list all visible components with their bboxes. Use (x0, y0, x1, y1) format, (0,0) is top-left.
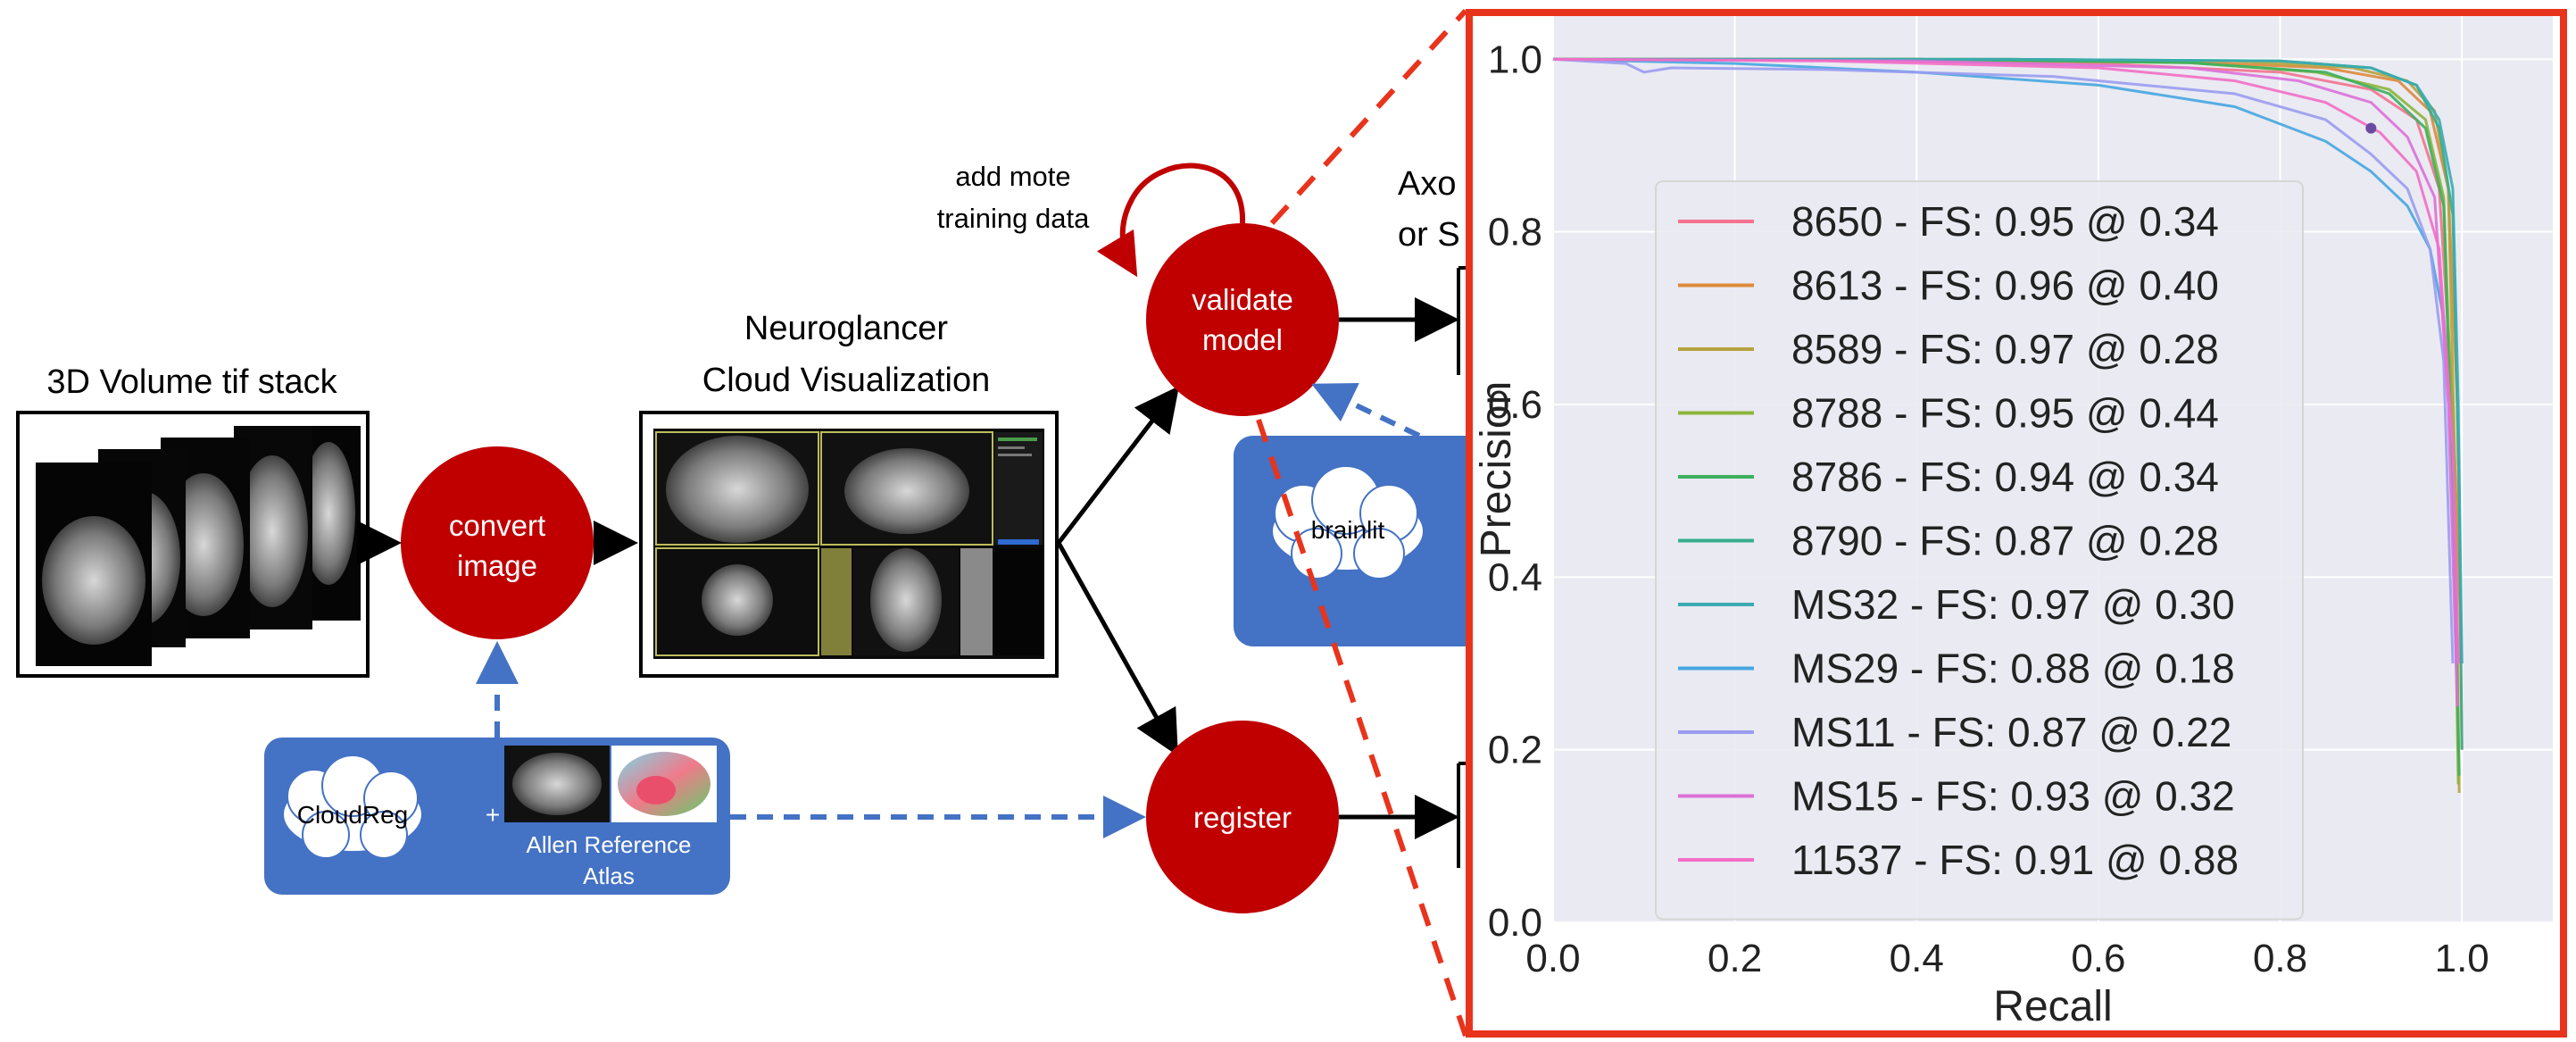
pr-chart-panel: 8650 - FS: 0.95 @ 0.34 8613 - FS: 0.96 @ … (1466, 9, 2567, 1038)
x-tick-label: 1.0 (2435, 937, 2489, 980)
series-line-10 (1552, 57, 2460, 664)
series-line-6 (1553, 57, 2464, 664)
x-tick-label: 0.8 (2253, 937, 2307, 980)
legend-entry-5: 8790 - FS: 0.87 @ 0.28 (1791, 518, 2219, 564)
y-tick-label: 0.6 (1488, 383, 1542, 427)
ticks: 0.0 0.2 0.4 0.6 0.8 1.0 0.0 0.2 0.4 0.6 0.8 1.0 (1488, 38, 2489, 980)
y-tick-label: 1.0 (1488, 38, 1542, 81)
legend-entry-2: 8589 - FS: 0.97 @ 0.28 (1791, 326, 2219, 372)
y-tick-label: 0.4 (1488, 555, 1542, 599)
x-tick-label: 0.6 (2071, 937, 2125, 980)
y-tick-label: 0.0 (1488, 901, 1542, 945)
neuroglancer-title-1: Neuroglancer (744, 310, 948, 347)
y-tick-label: 0.2 (1488, 729, 1542, 772)
plus-sign: + (486, 801, 500, 829)
zoom-line-bottom (1256, 419, 1468, 1037)
atlas-images (504, 746, 717, 822)
tif-stack-slices (36, 426, 361, 666)
zoom-line-top (1269, 8, 1468, 226)
loop-label-1: add mote (955, 161, 1070, 192)
x-tick-label: 0.2 (1708, 937, 1762, 980)
validate-label-1: validate (1192, 283, 1293, 316)
x-axis-label: Recall (1993, 983, 2112, 1030)
arrow-to-validate (1057, 386, 1180, 545)
brainlit-cloud-icon (1271, 465, 1425, 579)
training-loop-arrow (1096, 163, 1246, 278)
register-label: register (1193, 801, 1292, 834)
arrow-to-register (1056, 541, 1178, 756)
atlas-label-1: Allen Reference (527, 831, 692, 858)
legend-entry-0: 8650 - FS: 0.95 @ 0.34 (1791, 198, 2219, 245)
register-node (1146, 721, 1339, 913)
legend-entry-10: 11537 - FS: 0.91 @ 0.88 (1791, 837, 2239, 883)
volume-title: 3D Volume tif stack (46, 363, 337, 401)
dashed-brainlit-to-validate (1311, 383, 1421, 438)
partial-label-1: Axo (1398, 165, 1456, 203)
series-line-9 (1552, 57, 2459, 707)
legend-entry-9: MS15 - FS: 0.93 @ 0.32 (1791, 773, 2235, 820)
atlas-label-2: Atlas (583, 863, 635, 889)
cloudreg-label: CloudReg (297, 801, 409, 829)
x-tick-label: 0.0 (1525, 937, 1580, 980)
precision-recall-chart: 8650 - FS: 0.95 @ 0.34 8613 - FS: 0.96 @ … (1473, 16, 2553, 1030)
annotation-point (2365, 122, 2377, 134)
x-tick-label: 0.4 (1890, 937, 1944, 980)
y-axis-label: Precision (1473, 381, 1520, 557)
cloudreg-cloud-icon (282, 754, 423, 859)
series-line-8 (1552, 57, 2455, 664)
legend-box (1655, 180, 2304, 921)
legend-entry-3: 8788 - FS: 0.95 @ 0.44 (1791, 390, 2219, 437)
legend-entry-8: MS11 - FS: 0.87 @ 0.22 (1791, 709, 2231, 755)
legend-entry-4: 8786 - FS: 0.94 @ 0.34 (1791, 454, 2219, 500)
legend-entry-1: 8613 - FS: 0.96 @ 0.40 (1791, 263, 2219, 309)
convert-image-node (401, 446, 594, 639)
brainlit-label: brainlit (1311, 516, 1385, 544)
legend: 8650 - FS: 0.95 @ 0.34 8613 - FS: 0.96 @ … (1655, 180, 2304, 921)
validate-label-2: model (1202, 323, 1283, 356)
convert-label-1: convert (449, 509, 545, 542)
convert-label-2: image (457, 549, 537, 582)
legend-entry-7: MS29 - FS: 0.88 @ 0.18 (1791, 646, 2235, 692)
legend-entry-6: MS32 - FS: 0.97 @ 0.30 (1791, 581, 2235, 628)
series-layer (1552, 57, 2464, 794)
loop-label-2: training data (937, 203, 1090, 234)
neuroglancer-title-2: Cloud Visualization (702, 362, 991, 399)
partial-label-2: or S (1398, 216, 1460, 254)
y-tick-label: 0.8 (1488, 211, 1542, 254)
validate-model-node (1146, 223, 1339, 416)
neuroglancer-screenshot (653, 429, 1044, 659)
